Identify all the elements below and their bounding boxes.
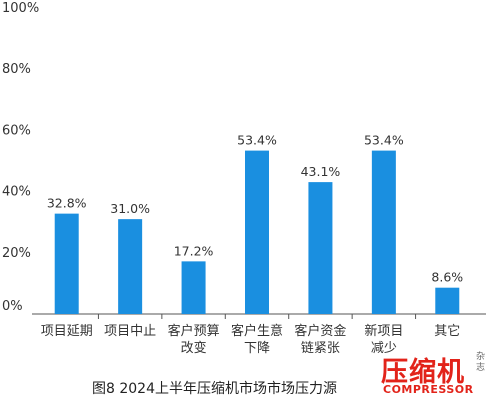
bar xyxy=(181,261,206,314)
logo-side-text: 杂志 xyxy=(476,352,486,373)
bar xyxy=(118,219,143,314)
magazine-logo: 压缩机 杂志 COMPRESSOR xyxy=(381,350,496,398)
y-tick-label: 0% xyxy=(2,299,23,314)
category-label: 项目延期 xyxy=(41,324,93,339)
y-tick-label: 20% xyxy=(2,246,31,261)
data-label: 8.6% xyxy=(431,270,463,285)
y-tick-label: 60% xyxy=(2,123,31,138)
category-label: 新项目 xyxy=(364,323,403,339)
y-tick-label: 40% xyxy=(2,185,31,200)
bar xyxy=(371,150,396,314)
data-label: 53.4% xyxy=(237,133,277,148)
category-label: 客户资金 xyxy=(294,323,346,339)
bar xyxy=(245,150,269,314)
y-tick-label: 100% xyxy=(2,1,39,16)
category-label: 链紧张 xyxy=(301,341,340,356)
category-label: 客户预算 xyxy=(168,323,220,339)
bar xyxy=(54,213,79,314)
bar xyxy=(435,287,460,314)
bar xyxy=(308,182,333,314)
category-label: 改变 xyxy=(181,340,207,356)
data-label: 17.2% xyxy=(174,243,214,258)
category-label: 项目中止 xyxy=(104,324,156,339)
data-label: 43.1% xyxy=(301,164,341,179)
logo-english: COMPRESSOR xyxy=(383,383,474,396)
category-label: 下降 xyxy=(244,341,270,356)
data-label: 31.0% xyxy=(110,201,150,216)
logo-text: 压缩机 xyxy=(381,357,465,388)
data-label: 32.8% xyxy=(47,196,87,211)
data-label: 53.4% xyxy=(364,133,404,148)
figure-caption: 图8 2024上半年压缩机市场市场压力源 xyxy=(92,381,337,397)
category-label: 其它 xyxy=(434,323,460,339)
y-tick-label: 80% xyxy=(2,62,31,77)
category-label: 客户生意 xyxy=(231,323,283,339)
category-label: 减少 xyxy=(371,341,397,356)
